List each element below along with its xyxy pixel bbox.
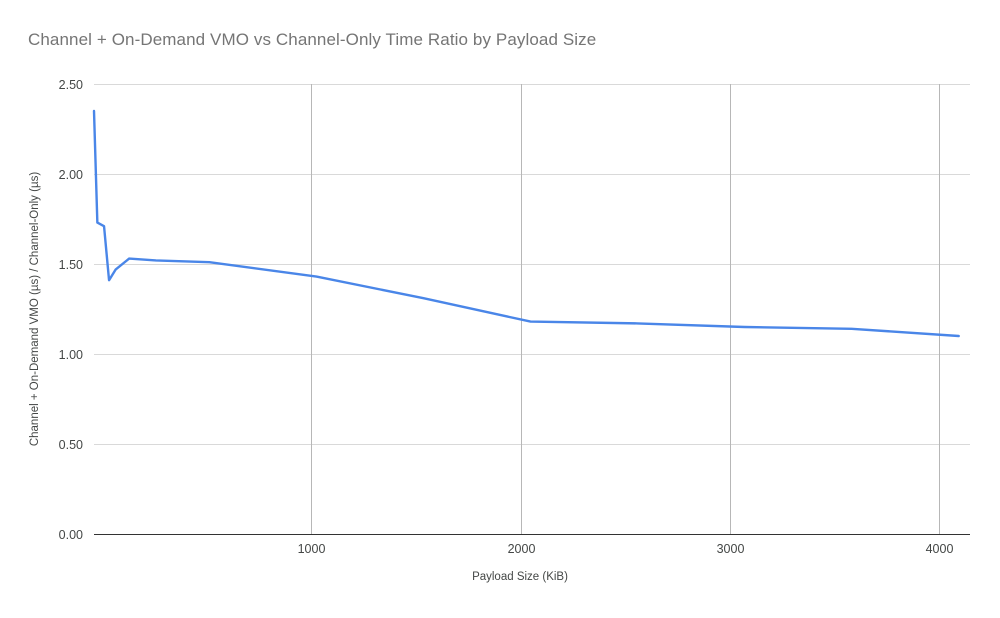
y-axis-title: Channel + On-Demand VMO (µs) / Channel-O… bbox=[29, 172, 41, 447]
y-axis-tick-label: 0.50 bbox=[59, 438, 83, 452]
y-axis-tick-labels: 0.00 0.50 1.00 1.50 2.00 2.50 bbox=[59, 78, 83, 542]
data-series-line bbox=[92, 109, 960, 338]
x-axis-tick-label: 3000 bbox=[717, 542, 745, 556]
x-axis-tick-label: 2000 bbox=[508, 542, 536, 556]
x-axis-tick-label: 1000 bbox=[298, 542, 326, 556]
x-tick-marks-group bbox=[311, 84, 940, 534]
y-axis-tick-label: 0.00 bbox=[59, 528, 83, 542]
y-axis-tick-label: 1.00 bbox=[59, 348, 83, 362]
page-title: Channel + On-Demand VMO vs Channel-Only … bbox=[28, 30, 597, 49]
series-group bbox=[92, 109, 960, 338]
x-axis-tick-label: 4000 bbox=[926, 542, 954, 556]
x-axis-title: Payload Size (KiB) bbox=[472, 571, 568, 583]
x-axis-tick-labels: 1000 2000 3000 4000 bbox=[298, 542, 954, 556]
y-axis-tick-label: 2.50 bbox=[59, 78, 83, 92]
gridlines-group bbox=[94, 84, 970, 535]
y-axis-tick-label: 1.50 bbox=[59, 258, 83, 272]
y-axis-tick-label: 2.00 bbox=[59, 168, 83, 182]
